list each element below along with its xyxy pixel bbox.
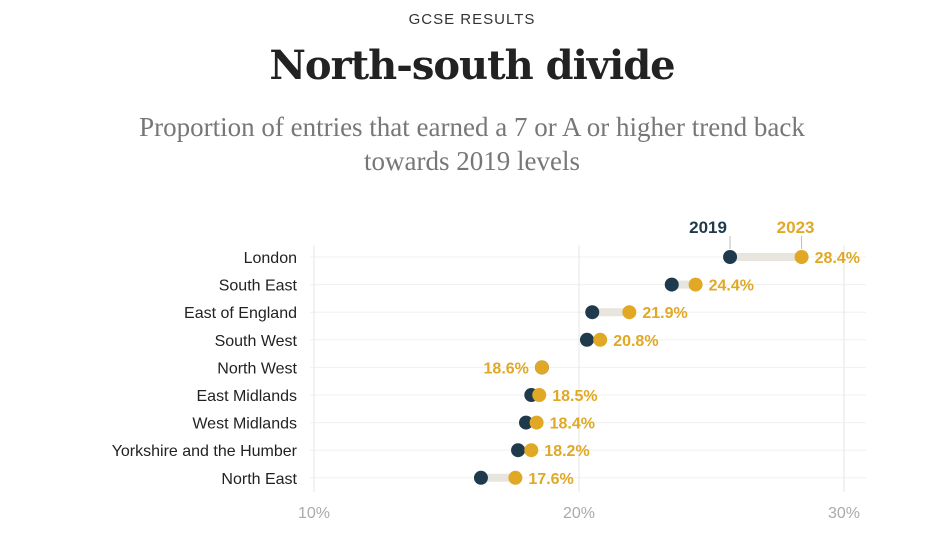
dot-2019 xyxy=(585,305,600,320)
chart-title: North-south divide xyxy=(269,42,675,89)
legend-2019: 2019 xyxy=(689,218,727,237)
dot-2019 xyxy=(519,415,533,430)
dot-2023 xyxy=(688,277,703,292)
dot-2023 xyxy=(593,332,608,347)
dot-2023 xyxy=(529,415,544,430)
dot-2023 xyxy=(534,360,549,375)
category-label: East of England xyxy=(184,305,297,322)
data-label-2023: 28.4% xyxy=(815,250,860,267)
dot-2023 xyxy=(508,470,523,485)
data-label-2023: 18.2% xyxy=(544,443,589,460)
dot-2023 xyxy=(622,305,637,320)
data-label-2023: 21.9% xyxy=(642,305,687,322)
dot-2019 xyxy=(579,332,594,347)
dot-2019 xyxy=(664,277,679,292)
data-label-2023: 18.4% xyxy=(550,416,595,433)
data-label-2023: 20.8% xyxy=(613,333,658,350)
category-label: North East xyxy=(221,471,297,488)
category-label: South East xyxy=(219,278,298,295)
x-tick-label: 20% xyxy=(563,505,595,522)
dot-2023 xyxy=(524,443,539,458)
x-tick-label: 10% xyxy=(298,505,330,522)
dot-2019 xyxy=(511,443,526,458)
legend-2023: 2023 xyxy=(777,218,815,237)
category-label: London xyxy=(244,250,297,267)
data-label-2023: 18.6% xyxy=(484,360,529,377)
dot-2023 xyxy=(532,388,547,402)
x-tick-label: 30% xyxy=(828,505,860,522)
dot-2023 xyxy=(794,250,809,264)
chart-subtitle: Proportion of entries that earned a 7 or… xyxy=(139,112,805,176)
chart-kicker: GCSE RESULTS xyxy=(408,11,536,28)
data-label-2023: 24.4% xyxy=(709,278,754,295)
category-label: East Midlands xyxy=(197,388,298,405)
data-label-2023: 18.5% xyxy=(552,388,597,405)
category-label: North West xyxy=(217,360,297,377)
data-label-2023: 17.6% xyxy=(528,471,573,488)
category-label: Yorkshire and the Humber xyxy=(112,443,298,460)
dot-2019 xyxy=(723,250,738,264)
category-label: South West xyxy=(215,333,298,350)
category-label: West Midlands xyxy=(192,416,297,433)
dot-2019 xyxy=(473,470,488,485)
